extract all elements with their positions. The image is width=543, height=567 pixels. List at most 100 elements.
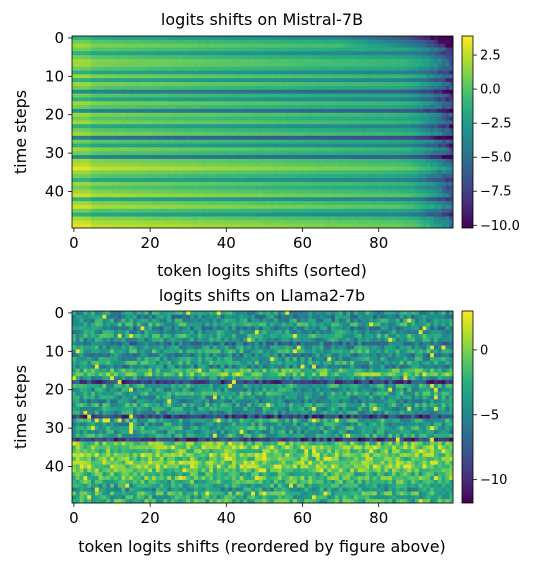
heatmap-cell — [372, 147, 378, 152]
heatmap-cell — [72, 124, 77, 129]
heatmap-cell — [437, 74, 442, 79]
heatmap-cell — [308, 62, 313, 68]
heatmap-cell — [190, 112, 195, 117]
heatmap-cell — [232, 62, 237, 68]
heatmap-cell — [182, 212, 187, 217]
heatmap-cell — [262, 220, 267, 225]
heatmap-cell — [152, 220, 157, 225]
heatmap-cell — [220, 216, 225, 221]
heatmap-cell — [273, 139, 279, 144]
heatmap-cell — [323, 166, 328, 171]
heatmap-cell — [331, 124, 336, 129]
heatmap-cell — [91, 47, 96, 52]
heatmap-cell — [148, 155, 153, 160]
heatmap-cell — [292, 166, 298, 171]
heatmap-cell — [243, 89, 248, 94]
heatmap-cell — [232, 93, 237, 98]
heatmap-cell — [174, 185, 180, 190]
heatmap-cell — [186, 208, 191, 213]
heatmap-cell — [125, 185, 130, 190]
heatmap-cell — [72, 82, 77, 87]
heatmap-cell — [296, 151, 301, 156]
heatmap-cell — [178, 89, 183, 94]
heatmap-cell — [388, 74, 393, 79]
heatmap-cell — [388, 62, 393, 68]
heatmap-cell — [338, 108, 343, 114]
heatmap-cell — [414, 105, 420, 110]
heatmap-cell — [178, 216, 183, 221]
heatmap-cell — [430, 70, 435, 75]
heatmap-cell — [414, 181, 420, 187]
heatmap-cell — [121, 112, 126, 117]
heatmap-cell — [353, 178, 359, 183]
heatmap-cell — [411, 166, 416, 171]
heatmap-cell — [258, 212, 263, 217]
heatmap-cell — [350, 74, 355, 79]
heatmap-cell — [361, 224, 366, 229]
heatmap-cell — [437, 39, 442, 45]
heatmap-cell — [216, 166, 221, 171]
heatmap-cell — [254, 189, 260, 194]
heatmap-cell — [365, 93, 370, 98]
heatmap-cell — [262, 101, 267, 106]
heatmap-cell — [159, 116, 164, 121]
heatmap-cell — [182, 51, 187, 56]
heatmap-cell — [384, 132, 389, 137]
heatmap-cell — [395, 132, 401, 137]
heatmap-cell — [239, 224, 244, 229]
heatmap-cell — [232, 78, 237, 83]
heatmap-cell — [140, 128, 145, 133]
heatmap-cell — [372, 82, 378, 87]
heatmap-cell — [220, 147, 225, 152]
heatmap-cell — [83, 143, 88, 148]
heatmap-cell — [171, 181, 176, 187]
heatmap-cell — [247, 39, 252, 45]
heatmap-cell — [190, 97, 195, 102]
heatmap-cell — [216, 162, 221, 167]
heatmap-cell — [193, 162, 199, 167]
heatmap-cell — [235, 155, 240, 160]
heatmap-cell — [152, 78, 157, 83]
heatmap-cell — [277, 82, 282, 87]
heatmap-cell — [83, 120, 88, 125]
heatmap-cell — [132, 59, 138, 64]
heatmap-cell — [117, 74, 122, 79]
heatmap-cell — [399, 132, 404, 137]
heatmap-cell — [433, 197, 439, 202]
heatmap-cell — [430, 178, 435, 183]
heatmap-cell — [342, 178, 347, 183]
heatmap-cell — [285, 66, 290, 71]
heatmap-cell — [205, 93, 210, 98]
heatmap-cell — [319, 204, 324, 210]
heatmap-cell — [87, 70, 92, 75]
heatmap-cell — [205, 97, 210, 102]
heatmap-cell — [91, 135, 96, 141]
heatmap-cell — [117, 143, 122, 148]
heatmap-cell — [75, 178, 80, 183]
heatmap-cell — [315, 39, 320, 45]
heatmap-cell — [201, 43, 206, 48]
heatmap-cell — [72, 36, 77, 41]
heatmap-cell — [266, 36, 271, 41]
heatmap-cell — [449, 43, 454, 48]
heatmap-cell — [209, 208, 214, 213]
heatmap-cell — [106, 208, 111, 213]
heatmap-cell — [350, 66, 355, 71]
heatmap-cell — [414, 139, 420, 144]
heatmap-cell — [209, 158, 214, 164]
heatmap-cell — [132, 36, 138, 41]
heatmap-cell — [411, 181, 416, 187]
heatmap-cell — [292, 208, 298, 213]
heatmap-cell — [285, 151, 290, 156]
heatmap-cell — [83, 181, 88, 187]
heatmap-cell — [75, 70, 80, 75]
heatmap-cell — [171, 70, 176, 75]
heatmap-cell — [171, 162, 176, 167]
heatmap-cell — [171, 185, 176, 190]
heatmap-cell — [384, 78, 389, 83]
heatmap-cell — [258, 112, 263, 117]
heatmap-cell — [182, 158, 187, 164]
heatmap-cell — [136, 120, 141, 125]
heatmap-cell — [228, 216, 233, 221]
heatmap-cell — [163, 212, 168, 217]
